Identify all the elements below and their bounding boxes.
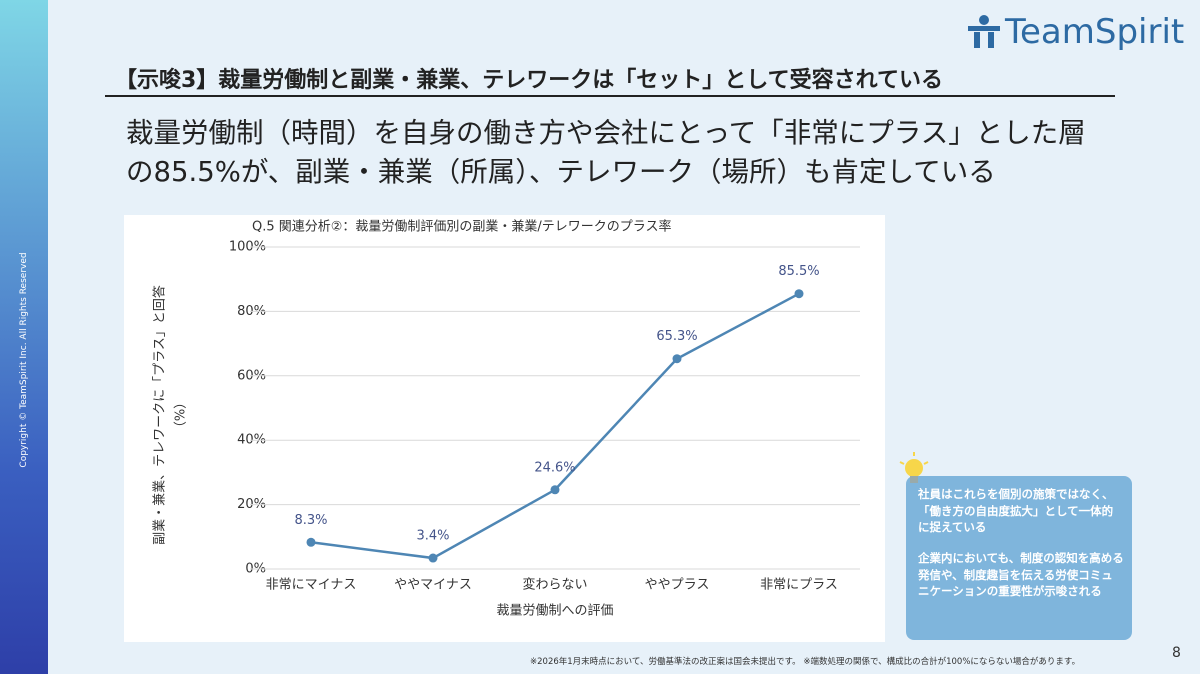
x-tick-label: 非常にプラス: [760, 578, 838, 593]
marker: [794, 289, 804, 299]
data-label: 65.3%: [656, 329, 697, 344]
footnote: ※2026年1月末時点において、労働基準法の改正案は国会未提出です。 ※端数処理…: [530, 657, 1081, 667]
callout-box: [906, 476, 1132, 640]
bulb-icon: [899, 452, 929, 483]
page-number: 8: [1172, 645, 1181, 661]
copyright: Copyright © TeamSpirit Inc. All Rights R…: [19, 252, 29, 468]
chart: Q.5 関連分析②：裁量労働制評価別の副業・兼業/テレワークのプラス率 裁量労働…: [124, 215, 885, 642]
side-strip: [0, 0, 48, 674]
x-tick-label: 非常にマイナス: [266, 578, 357, 593]
x-tick-label: 変わらない: [522, 577, 587, 593]
y-axis-title: 副業・兼業、テレワークに「プラス」と回答: [152, 285, 168, 545]
lead: の85.5%が、副業・兼業（所属）、テレワーク（場所）も肯定している: [126, 156, 996, 188]
marker: [550, 485, 560, 495]
data-label: 8.3%: [294, 513, 327, 528]
callout-paragraph: 企業内においても、制度の認知を高める発信や、制度趣旨を伝える労使コミュニケーショ…: [918, 551, 1124, 599]
callout-paragraph: 社員はこれらを個別の施策ではなく、「働き方の自由度拡大」として一体的に捉えている: [918, 487, 1114, 535]
logo: TeamSpirit: [1005, 12, 1185, 52]
data-label: 3.4%: [416, 529, 449, 544]
marker: [306, 537, 316, 547]
data-label: 24.6%: [534, 460, 575, 475]
y-tick-label: 100%: [229, 240, 266, 255]
line: [310, 292, 800, 560]
heading: 【示唆3】裁量労働制と副業・兼業、テレワークは「セット」として受容されている: [115, 68, 943, 93]
x-tick-label: ややマイナス: [394, 578, 472, 593]
logo-icon: [968, 15, 1000, 48]
callout-text: 社員はこれらを個別の施策ではなく、「働き方の自由度拡大」として一体的に捉えている…: [918, 486, 1124, 614]
heading-rule: [105, 95, 1115, 97]
x-axis-title: 裁量労働制への評価: [496, 603, 613, 619]
data-label: 85.5%: [778, 264, 819, 279]
y-axis-title: （%）: [174, 396, 189, 434]
x-tick-label: ややプラス: [645, 578, 710, 593]
marker: [428, 553, 438, 563]
marker: [672, 354, 682, 364]
lead: 裁量労働制（時間）を自身の働き方や会社にとって「非常にプラス」とした層: [126, 117, 1086, 149]
chart-title: Q.5 関連分析②：裁量労働制評価別の副業・兼業/テレワークのプラス率: [252, 219, 672, 235]
